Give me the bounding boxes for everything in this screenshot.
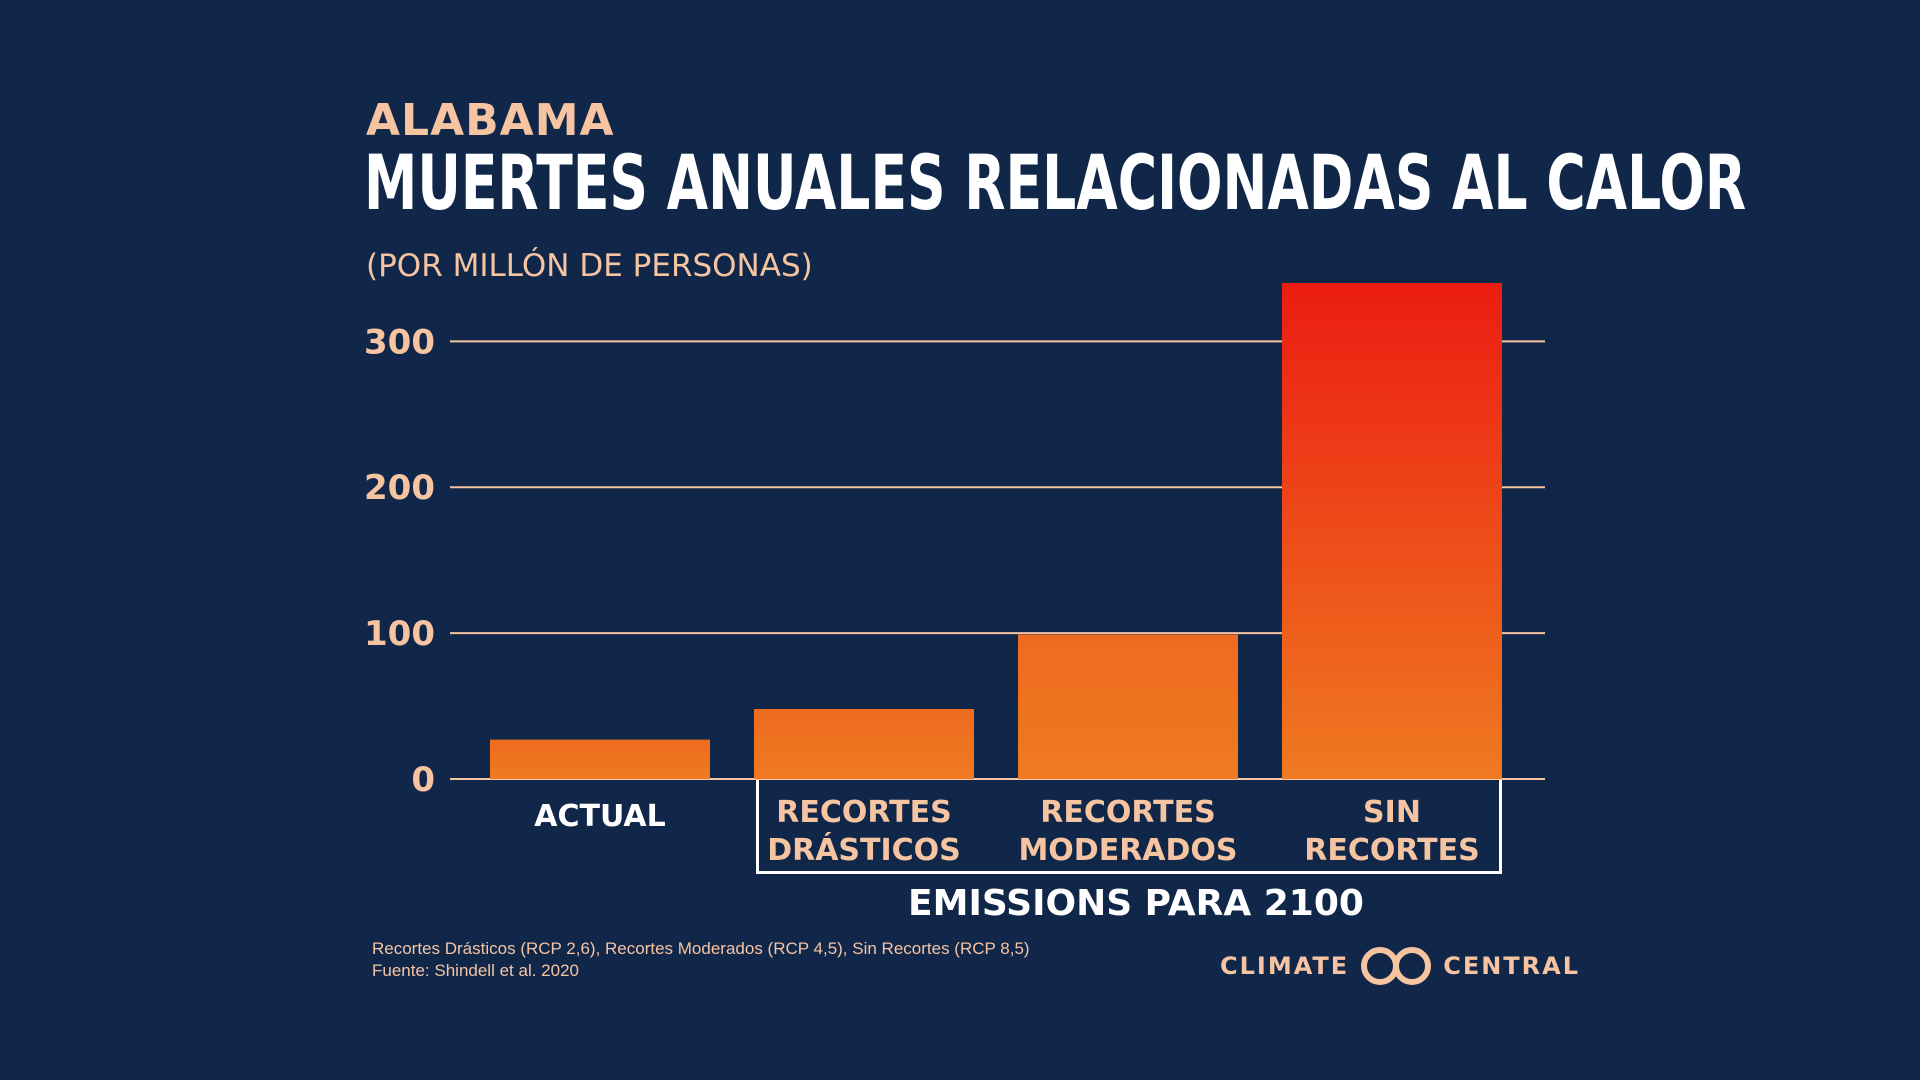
logo-rings-icon bbox=[1361, 947, 1432, 985]
category-label-3-line-1: RECORTES bbox=[1040, 795, 1215, 830]
chart-subtitle: (POR MILLÓN DE PERSONAS) bbox=[366, 248, 813, 284]
category-label-1-line-1: ACTUAL bbox=[534, 799, 665, 834]
climate-central-logo: CLIMATE CENTRAL bbox=[1220, 946, 1580, 986]
y-tick-label-300: 300 bbox=[364, 322, 435, 362]
y-tick-label-0: 0 bbox=[411, 760, 435, 800]
y-tick-label-100: 100 bbox=[364, 614, 435, 654]
category-label-2-line-1: RECORTES bbox=[776, 795, 951, 830]
category-label-2-line-2: DRÁSTICOS bbox=[767, 832, 961, 868]
source-footnote: Fuente: Shindell et al. 2020 bbox=[372, 961, 579, 980]
state-kicker: ALABAMA bbox=[366, 95, 615, 146]
bar-2 bbox=[754, 708, 974, 779]
bar-1 bbox=[490, 739, 710, 779]
logo-text-right: CENTRAL bbox=[1443, 952, 1581, 980]
logo-text-left: CLIMATE bbox=[1220, 952, 1350, 980]
footnotes: Recortes Drásticos (RCP 2,6), Recortes M… bbox=[372, 938, 1030, 982]
category-label-4-line-1: SIN bbox=[1363, 795, 1421, 830]
y-tick-label-200: 200 bbox=[364, 468, 435, 508]
scenario-group-bracket bbox=[756, 780, 1502, 874]
category-label-3-line-2: MODERADOS bbox=[1018, 833, 1237, 868]
scenario-footnote: Recortes Drásticos (RCP 2,6), Recortes M… bbox=[372, 939, 1030, 958]
bar-4 bbox=[1282, 283, 1502, 779]
category-label-4-line-2: RECORTES bbox=[1304, 833, 1479, 868]
scenario-group-label: EMISSIONS PARA 2100 bbox=[908, 883, 1364, 924]
bar-3 bbox=[1018, 634, 1238, 779]
chart-title: MUERTES ANUALES RELACIONADAS AL CALOR bbox=[364, 138, 1747, 227]
